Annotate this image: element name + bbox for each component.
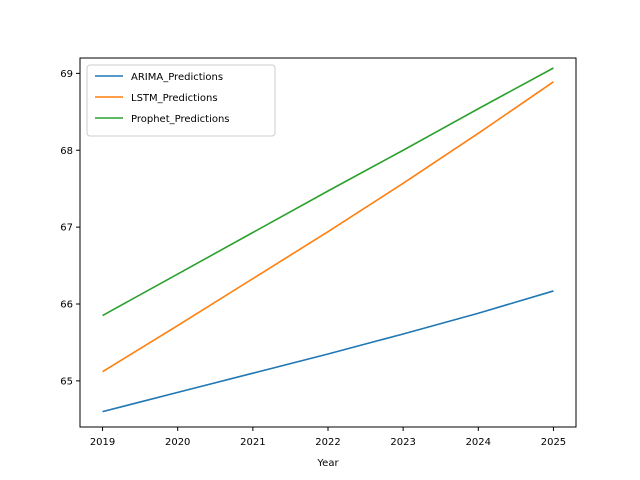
series-line-prophet-predictions: [102, 67, 554, 317]
legend-entry-label: LSTM_Predictions: [131, 93, 218, 104]
y-tick-label: 65: [60, 376, 73, 387]
legend-entry-label: Prophet_Predictions: [131, 114, 230, 125]
x-tick-label: 2024: [466, 437, 491, 448]
x-tick-label: 2025: [541, 437, 566, 448]
x-axis-label: Year: [316, 458, 339, 469]
x-tick-label: 2022: [315, 437, 340, 448]
y-axis-ticks: 65 66 67 68 69: [60, 69, 80, 387]
x-tick-label: 2023: [390, 437, 415, 448]
x-tick-label: 2020: [165, 437, 190, 448]
legend-box: [86, 64, 276, 137]
series-layer: [102, 67, 554, 413]
x-tick-label: 2021: [240, 437, 265, 448]
legend: ARIMA_Predictions LSTM_Predictions Prophet…: [86, 64, 276, 137]
x-tick-label: 2019: [90, 437, 115, 448]
legend-entry-label: ARIMA_Predictions: [131, 72, 223, 83]
plot-frame: [79, 57, 577, 428]
y-tick-label: 68: [60, 146, 73, 157]
y-tick-label: 69: [60, 69, 73, 80]
y-tick-label: 67: [60, 223, 73, 234]
y-tick-label: 66: [60, 300, 73, 311]
series-line-lstm-predictions: [102, 81, 554, 373]
series-line-arima-predictions: [102, 290, 554, 413]
x-axis-ticks: 2019 2020 2021 2022 2023 2024 2025: [90, 427, 566, 448]
